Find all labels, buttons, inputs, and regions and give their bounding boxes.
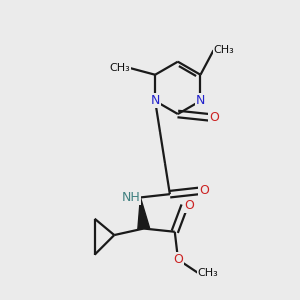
Text: CH₃: CH₃ [110,63,130,73]
Text: CH₃: CH₃ [214,45,234,55]
Text: N: N [151,94,160,107]
Text: O: O [173,253,183,266]
Polygon shape [138,197,149,229]
Text: NH: NH [122,191,140,204]
Text: N: N [196,94,205,107]
Text: CH₃: CH₃ [198,268,218,278]
Text: O: O [209,111,219,124]
Text: O: O [184,199,194,212]
Text: O: O [199,184,209,197]
